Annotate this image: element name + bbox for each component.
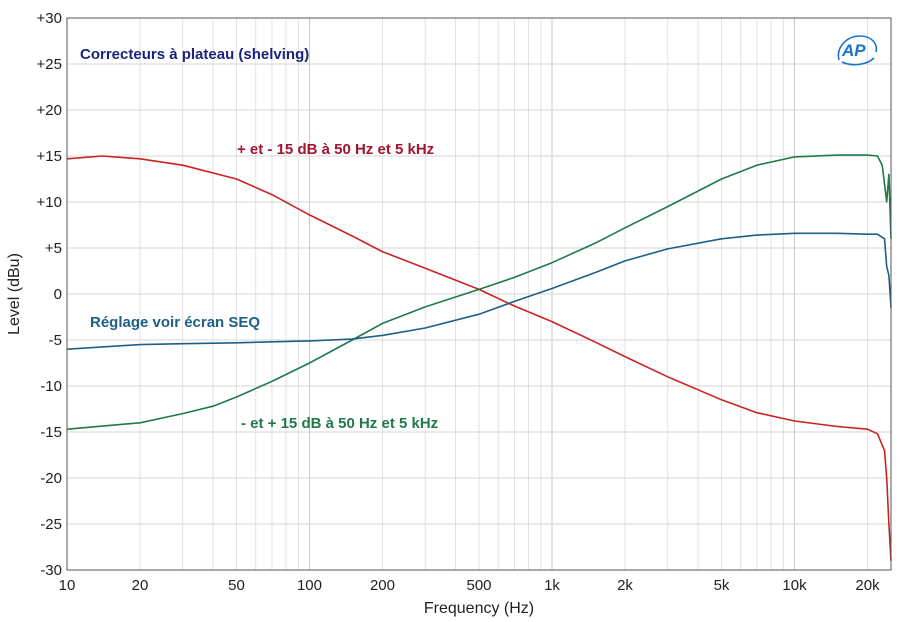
x-tick-label-1: 20 [132, 577, 149, 594]
x-tick-label-3: 100 [297, 577, 322, 594]
y-tick-label-4: +10 [37, 194, 62, 211]
annotation-blue-curve: Réglage voir écran SEQ [90, 314, 260, 331]
y-tick-label-2: +20 [37, 102, 62, 119]
chart-title: Correcteurs à plateau (shelving) [80, 46, 309, 63]
grid [67, 18, 891, 570]
series-layer [66, 154, 892, 561]
y-tick-label-0: +30 [37, 10, 62, 27]
y-tick-label-3: +15 [37, 148, 62, 165]
annotation-green-curve: - et + 15 dB à 50 Hz et 5 kHz [241, 415, 438, 432]
x-tick-label-2: 50 [228, 577, 245, 594]
x-tick-label-6: 1k [544, 577, 560, 594]
ap-logo-text: AP [841, 41, 866, 60]
y-tick-label-1: +25 [37, 56, 62, 73]
x-tick-label-0: 10 [59, 577, 76, 594]
y-tick-label-11: -25 [40, 516, 62, 533]
series-line-0 [66, 155, 892, 561]
y-tick-label-9: -15 [40, 424, 62, 441]
y-tick-label-12: -30 [40, 562, 62, 579]
x-tick-label-4: 200 [370, 577, 395, 594]
y-tick-labels: +30 +25 +20 +15 +10 +5 0 -5 -10 -15 -20 -25 -30 [37, 10, 62, 579]
y-tick-label-8: -10 [40, 378, 62, 395]
x-tick-label-5: 500 [466, 577, 491, 594]
y-axis-title: Level (dBu) [6, 253, 23, 335]
y-tick-label-5: +5 [45, 240, 62, 257]
y-tick-label-6: 0 [54, 286, 62, 303]
series-line-1 [66, 154, 892, 430]
annotation-red-curve: + et - 15 dB à 50 Hz et 5 kHz [237, 141, 434, 158]
series-line-2 [66, 232, 892, 350]
ap-logo: AP [837, 35, 878, 66]
plot-frame [66, 17, 892, 571]
x-tick-label-9: 10k [782, 577, 807, 594]
y-tick-label-7: -5 [49, 332, 62, 349]
x-tick-labels: 10 20 50 100 200 500 1k 2k 5k 10k 20k [59, 577, 880, 594]
x-tick-label-10: 20k [855, 577, 880, 594]
x-tick-label-7: 2k [617, 577, 633, 594]
x-axis-title: Frequency (Hz) [424, 600, 534, 617]
y-tick-label-10: -20 [40, 470, 62, 487]
x-tick-label-8: 5k [714, 577, 730, 594]
